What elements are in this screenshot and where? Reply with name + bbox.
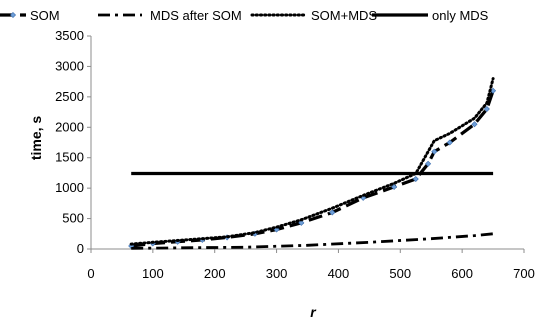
data-point [412, 175, 419, 183]
y-tick-label: 0 [77, 241, 84, 256]
y-tick-label: 500 [62, 211, 84, 226]
x-tick-label: 0 [87, 266, 94, 281]
legend-item-som-mds: SOM+MDS [250, 8, 377, 23]
x-axis-title: r [310, 304, 317, 320]
y-tick-label: 3000 [55, 58, 84, 73]
data-point [471, 121, 478, 128]
legend-marker [9, 11, 17, 19]
data-point [298, 219, 305, 226]
y-axis: 0 500 1000 1500 2000 2500 3000 3500 [55, 28, 92, 256]
data-point [483, 106, 490, 113]
y-tick-label: 1500 [55, 150, 84, 165]
data-point [329, 209, 336, 216]
series-mds-after-som [131, 232, 494, 250]
series-line-som [131, 90, 495, 248]
x-tick-label: 700 [513, 266, 535, 281]
x-axis: 0 100 200 300 400 500 600 700 [87, 248, 535, 281]
plot-area [128, 77, 497, 250]
data-point [391, 183, 398, 190]
legend-label: MDS after SOM [150, 8, 242, 23]
series-line-som-mds [129, 77, 495, 246]
x-tick-label: 600 [451, 266, 473, 281]
legend-item-mds-after-som: MDS after SOM [98, 8, 242, 23]
legend-item-only-mds: only MDS [372, 8, 489, 23]
series-line-mds-after-som [131, 232, 494, 250]
x-tick-label: 500 [389, 266, 411, 281]
y-tick-label: 2000 [55, 119, 84, 134]
legend-label: SOM+MDS [311, 8, 377, 23]
x-tick-label: 100 [142, 266, 164, 281]
y-tick-label: 1000 [55, 180, 84, 195]
x-tick-label: 200 [204, 266, 226, 281]
y-tick-label: 2500 [55, 89, 84, 104]
legend: SOM MDS after SOM SOM+MDS only MDS [0, 8, 489, 23]
legend-label: only MDS [432, 8, 489, 23]
legend-label: SOM [30, 8, 60, 23]
x-tick-label: 400 [328, 266, 350, 281]
series-som-mds [129, 77, 495, 246]
data-point [425, 160, 432, 167]
series-som [128, 87, 497, 249]
data-point [446, 139, 453, 146]
data-point [431, 148, 438, 155]
y-tick-label: 3500 [55, 28, 84, 43]
legend-item-som: SOM [0, 8, 60, 23]
x-tick-label: 300 [266, 266, 288, 281]
y-axis-title: time, s [28, 116, 44, 161]
